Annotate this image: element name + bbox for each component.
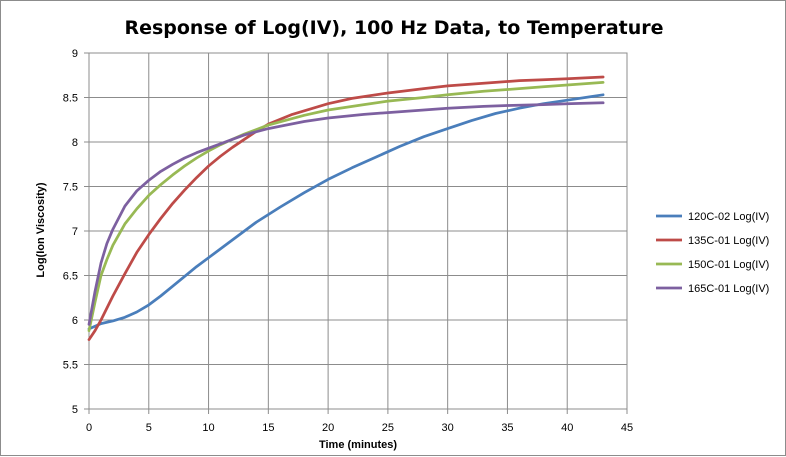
x-tick-label: 0 [86, 422, 92, 434]
plot-area: 55.566.577.588.590 5 10 15 20 25 30 35 40 45 [63, 48, 633, 434]
x-tick-label: 45 [621, 422, 633, 434]
x-tick-label: 30 [442, 422, 454, 434]
x-axis-label: Time (minutes) [319, 439, 397, 451]
y-tick-label: 7.5 [63, 182, 78, 194]
y-tick-label: 8.5 [63, 93, 78, 105]
y-tick-label: 6 [72, 315, 78, 327]
y-tick-label: 7 [72, 226, 78, 238]
x-tick-label: 5 [146, 422, 152, 434]
legend-label: 165C-01 Log(IV) [688, 283, 769, 295]
legend-label: 150C-01 Log(IV) [688, 259, 769, 271]
chart-title: Response of Log(IV), 100 Hz Data, to Tem… [124, 17, 663, 39]
y-axis-label: Log(Ion Viscosity) [35, 182, 47, 277]
series-line-1 [87, 93, 605, 331]
y-tick-label: 5.5 [63, 360, 78, 372]
series-line-4 [87, 101, 605, 326]
x-tick-label: 10 [202, 422, 214, 434]
y-tick-label: 9 [72, 48, 78, 60]
legend: 120C-02 Log(IV) 135C-01 Log(IV) 150C-01 Lo… [656, 211, 769, 295]
legend-label: 120C-02 Log(IV) [688, 211, 769, 223]
x-tick-label: 15 [262, 422, 274, 434]
y-tick-label: 8 [72, 137, 78, 149]
x-tick-label: 25 [382, 422, 394, 434]
x-tick-label: 35 [501, 422, 513, 434]
y-tick-label: 6.5 [63, 271, 78, 283]
x-tick-label: 40 [561, 422, 573, 434]
series-line-2 [87, 75, 605, 341]
y-tick-label: 5 [72, 404, 78, 416]
legend-label: 135C-01 Log(IV) [688, 235, 769, 247]
x-tick-label: 20 [322, 422, 334, 434]
